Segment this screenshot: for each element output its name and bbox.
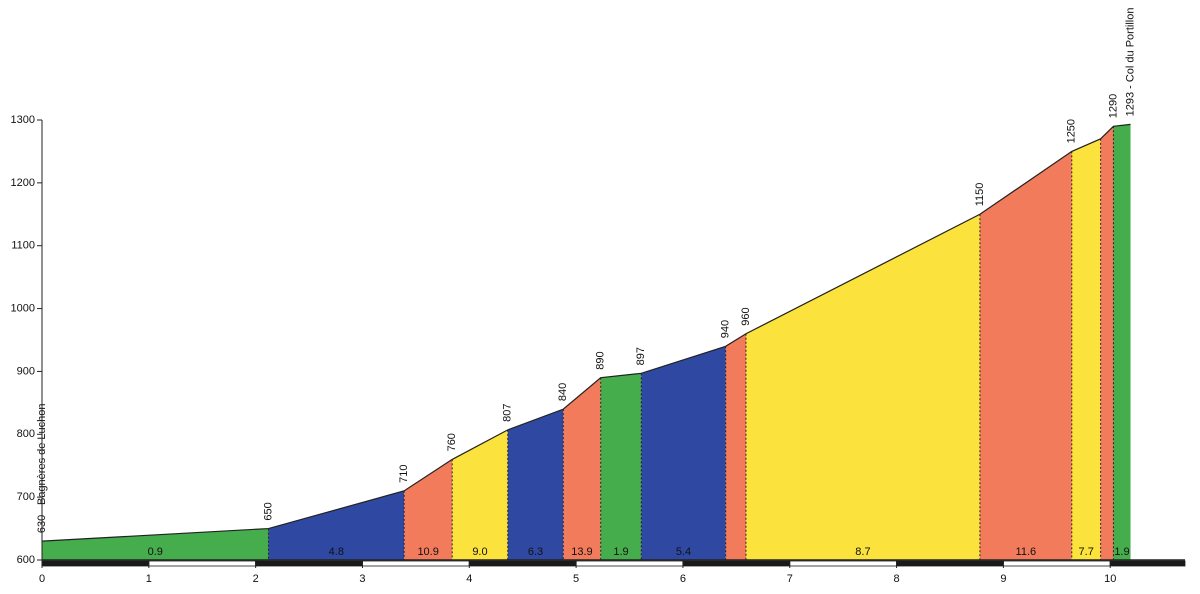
gradient-label: 11.6 [1016,546,1037,558]
gradient-label: 1.9 [1114,546,1129,558]
elevation-label: 807 [502,404,514,422]
km-bar [789,560,897,567]
x-tick-label: 3 [359,573,365,585]
elevation-label: 960 [740,307,752,325]
elevation-label: 760 [446,433,458,451]
x-tick-label: 5 [573,573,579,585]
segment [563,377,601,560]
segment [404,459,453,560]
segment [452,429,508,560]
x-tick-label: 9 [1000,573,1006,585]
segment [1100,126,1114,561]
km-bar [41,560,150,567]
profile-line [41,123,1131,542]
km-bar [1003,560,1111,567]
y-tick-label: 1200 [11,177,35,189]
elevation-label: 1250 [1066,119,1078,143]
y-tick-label: 1100 [11,240,35,252]
elevation-label: 710 [398,464,410,482]
km-bar [255,560,363,567]
elevation-label: 1293 - Col du Portillon [1124,8,1136,117]
gradient-label: 4.8 [329,546,344,558]
segment [725,333,746,560]
segment [507,409,564,560]
y-tick-label: 1000 [11,302,35,314]
gradient-label: 13.9 [571,546,592,558]
y-tick-label: 900 [17,365,35,377]
y-tick-label: 700 [17,491,35,503]
x-tick-label: 8 [894,573,900,585]
x-tick-label: 1 [146,573,152,585]
x-tick-label: 2 [253,573,259,585]
segment [1113,124,1131,561]
gradient-label: 1.9 [613,546,628,558]
km-bar [896,560,1004,567]
km-bar [1109,560,1186,567]
segment [641,346,726,560]
segment [745,214,980,561]
segment [42,528,269,560]
km-bar [575,560,684,567]
y-tick-label: 600 [17,554,35,566]
gradient-label: 6.3 [528,546,543,558]
x-tick-label: 7 [787,573,793,585]
gradient-label: 9.0 [472,546,487,558]
gradient-label: 7.7 [1079,546,1094,558]
gradient-label: 10.9 [417,546,438,558]
gradient-label: 5.4 [676,546,691,558]
elevation-label: 940 [720,320,732,338]
segment [979,151,1072,560]
km-bar [682,560,791,567]
segment [268,490,405,560]
elevation-label: 1290 [1107,94,1119,118]
km-bar [362,560,470,567]
x-tick-label: 0 [39,573,45,585]
gradient-label: 0.9 [148,546,163,558]
elevation-label: 897 [635,347,647,365]
elevation-label: 1150 [974,183,986,207]
y-tick-label: 800 [17,428,35,440]
x-tick-label: 6 [680,573,686,585]
segment [1071,138,1101,560]
y-tick-label: 1300 [11,114,35,126]
elevation-label: 890 [595,351,607,369]
gradient-label: 8.7 [855,546,870,558]
elevation-label: 650 [262,502,274,520]
km-bar [468,560,577,567]
x-tick-label: 4 [466,573,472,585]
km-bar [148,560,257,567]
x-tick-label: 10 [1104,573,1116,585]
segment [600,373,642,560]
elevation-label: 840 [557,383,569,401]
